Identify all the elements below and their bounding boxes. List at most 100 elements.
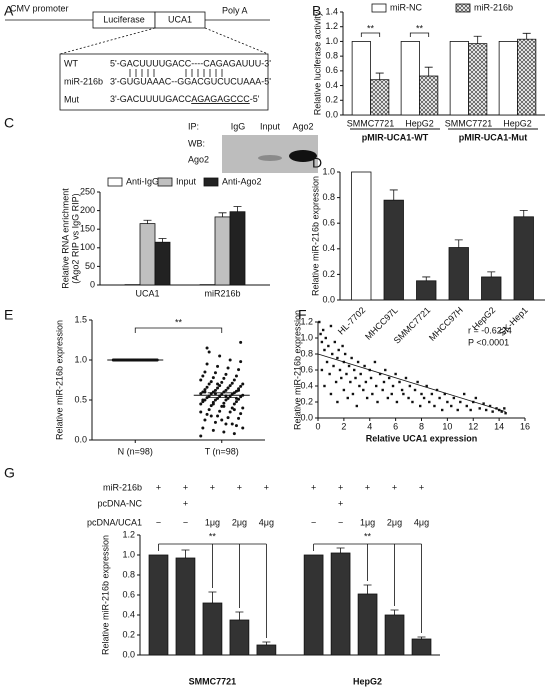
point <box>203 388 207 392</box>
point <box>332 364 335 368</box>
annotation: r = -0.6224 <box>468 325 512 335</box>
point <box>484 408 488 412</box>
construct-diagram: CMV promoter Luciferase UCA1 Poly A WT m… <box>5 3 271 111</box>
point <box>220 418 224 422</box>
point <box>355 404 359 408</box>
point <box>390 392 393 396</box>
point <box>216 386 220 390</box>
point <box>404 376 408 380</box>
x-tick-label: 6 <box>393 421 398 431</box>
point <box>239 412 243 416</box>
point <box>488 404 492 408</box>
x-tick-label: 2 <box>341 421 346 431</box>
y-tick-label: 0.6 <box>325 65 338 75</box>
error-bar <box>519 210 528 217</box>
condition-value: + <box>392 482 397 492</box>
point <box>400 388 404 392</box>
point <box>349 380 352 384</box>
point <box>446 400 449 404</box>
point <box>222 404 226 408</box>
significance-bracket <box>409 32 430 37</box>
error-bar <box>208 591 217 603</box>
y-tick-label: 0.8 <box>322 192 335 202</box>
point <box>338 368 342 372</box>
bar <box>202 602 223 656</box>
x-tick-label: T (n=98) <box>205 446 239 456</box>
condition-value: + <box>183 482 188 492</box>
x-tick-label: 14 <box>494 421 504 431</box>
point <box>450 404 453 408</box>
condition-label: miR-216b <box>103 482 142 492</box>
point <box>376 400 379 404</box>
point <box>222 401 226 405</box>
bar <box>330 552 351 656</box>
point <box>478 407 481 410</box>
point <box>438 396 441 400</box>
bar <box>148 554 169 656</box>
point <box>222 430 226 434</box>
condition-value: 1μg <box>205 517 220 527</box>
promoter-label: CMV promoter <box>10 3 69 13</box>
panel-label: D <box>312 155 322 171</box>
point <box>222 376 226 380</box>
x-tick-label: 4 <box>367 421 372 431</box>
error-bar <box>158 238 167 243</box>
point <box>324 336 327 340</box>
condition-value: + <box>365 482 370 492</box>
point <box>216 414 220 418</box>
luciferase-label: Luciferase <box>103 14 145 24</box>
y-axis-title: Relative miR-216b expression <box>100 535 110 655</box>
y-tick-label: 1.5 <box>74 314 87 324</box>
point <box>321 328 325 332</box>
point <box>207 350 211 354</box>
lane-label: IgG <box>231 121 246 131</box>
lane-label: Input <box>260 121 281 131</box>
wb-label: WB: <box>188 138 205 148</box>
point <box>323 348 326 352</box>
y-tick-label: 0.0 <box>122 649 135 659</box>
point <box>220 404 224 408</box>
regression-line <box>317 353 506 412</box>
point <box>209 380 213 384</box>
condition-value: + <box>419 482 424 492</box>
y-tick-label: 0.6 <box>300 364 313 374</box>
point <box>362 388 365 392</box>
band <box>289 150 317 162</box>
legend-swatch <box>157 177 173 187</box>
point <box>331 352 334 356</box>
western-blot: IP: IgG Input Ago2 WB: Ago2 <box>188 121 318 173</box>
condition-value: + <box>264 482 269 492</box>
band <box>258 155 282 161</box>
point <box>413 388 417 392</box>
point <box>230 406 234 410</box>
point <box>224 388 228 392</box>
point <box>402 392 405 396</box>
point <box>213 420 217 424</box>
error-bar <box>262 641 271 645</box>
condition-value: + <box>183 498 188 508</box>
point <box>241 406 245 410</box>
x-tick-label: N (n=98) <box>118 446 153 456</box>
point <box>203 418 207 422</box>
point <box>216 382 220 386</box>
point <box>459 400 462 404</box>
point <box>456 408 459 412</box>
annotation: ** <box>367 23 375 33</box>
point <box>469 408 472 412</box>
sem-bar <box>207 392 236 398</box>
point <box>201 374 205 378</box>
point <box>482 402 485 405</box>
significance-bracket <box>360 32 381 37</box>
sequence: 3'-GUGUAAAC--GGACGUCUCUAAA-5' <box>110 76 271 86</box>
point <box>199 378 203 382</box>
point <box>336 356 339 360</box>
point <box>209 414 213 418</box>
point <box>226 386 230 390</box>
group-label: HepG2 <box>353 676 382 686</box>
y-axis-title: Relative miR-216b expression <box>292 310 302 430</box>
y-tick-label: 0.2 <box>325 95 338 105</box>
point <box>239 360 243 364</box>
bar <box>411 638 432 656</box>
point <box>343 352 347 356</box>
bar <box>449 41 469 116</box>
